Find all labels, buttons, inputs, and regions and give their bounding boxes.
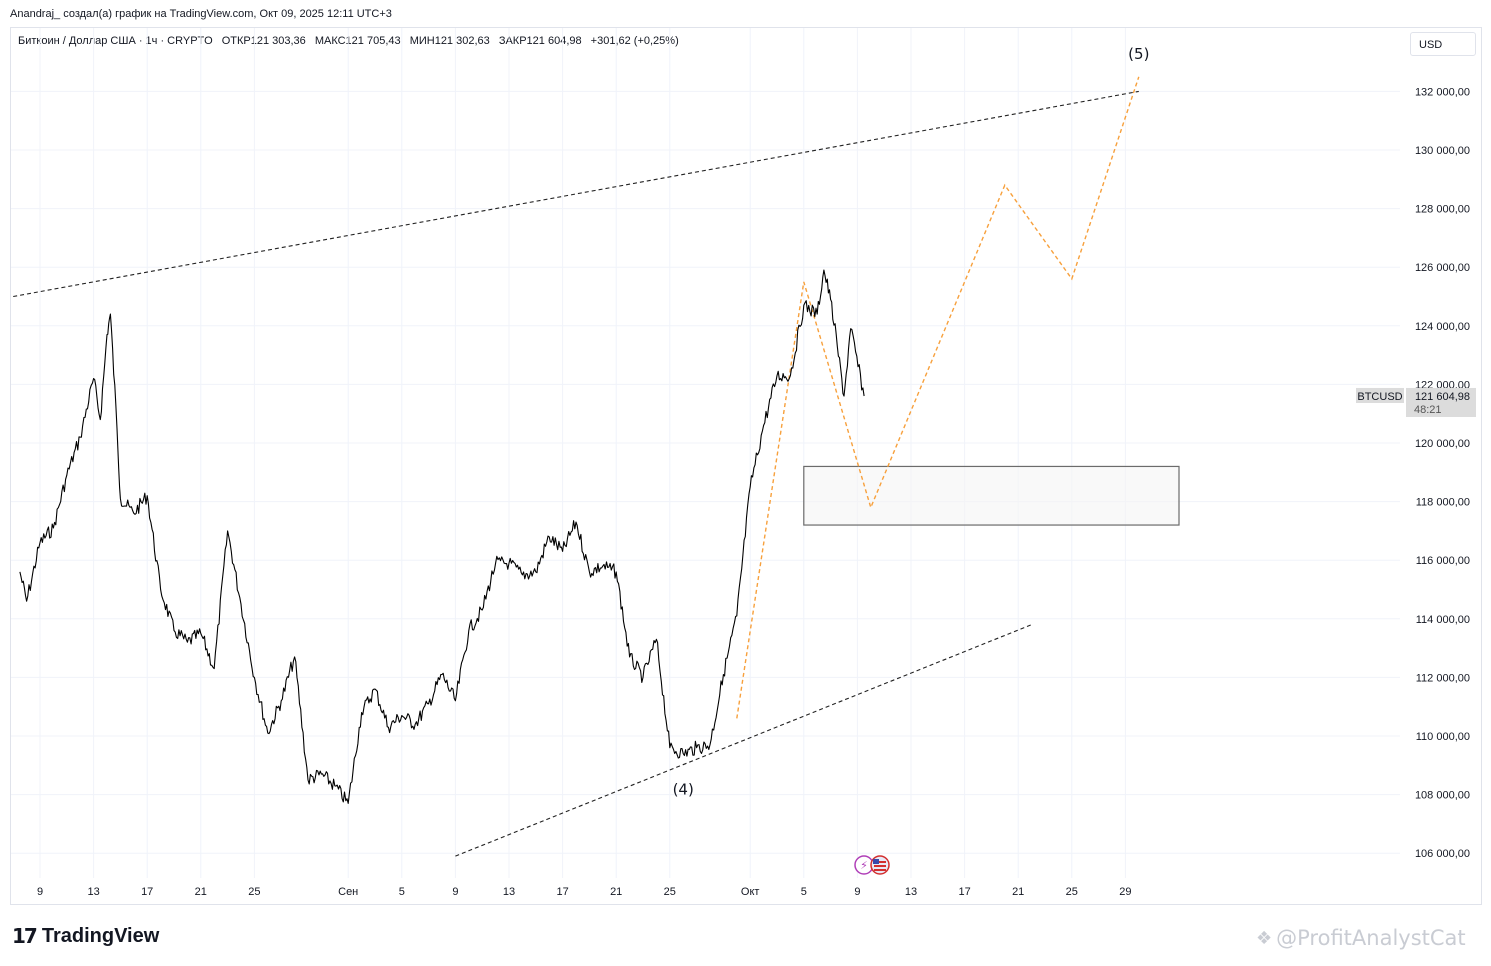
x-tick-label: 25 — [1066, 886, 1078, 898]
projection-layer — [736, 76, 1140, 719]
x-tick-label: 21 — [195, 886, 207, 898]
x-tick-label: 9 — [452, 886, 458, 898]
y-tick-label: 128 000,00 — [1415, 204, 1470, 216]
time-axis: 9 13 17 21 25 Сен 5 9 13 17 21 25 Окт 5 9 13 17 21 25 29 — [37, 886, 1132, 898]
chart-frame — [10, 27, 1482, 905]
low-value: МИН121 302,63 — [409, 35, 490, 47]
symbol-name[interactable]: Биткоин / Доллар США · 1ч · CRYPTO — [18, 35, 213, 47]
high-value: МАКС121 705,43 — [314, 35, 401, 47]
x-tick-label: Сен — [338, 886, 358, 898]
y-tick-label: 130 000,00 — [1415, 145, 1470, 157]
target-zone-layer — [803, 465, 1180, 526]
price-tag-countdown: 48:21 — [1414, 404, 1442, 416]
y-tick-label: 108 000,00 — [1415, 790, 1470, 802]
grid — [11, 28, 1400, 878]
diamond-icon: ❖ — [1256, 927, 1273, 949]
y-tick-label: 110 000,00 — [1416, 731, 1470, 743]
price-tag[interactable] — [1406, 387, 1476, 417]
channel-trendline[interactable] — [455, 624, 1032, 857]
chart-credit: Anandraj_ создал(а) график на TradingVie… — [10, 8, 392, 20]
event-icons: ⚡ — [854, 855, 890, 875]
ticker-tag-label: BTCUSD — [1357, 391, 1402, 403]
x-tick-label: 21 — [610, 886, 622, 898]
y-tick-label: 118 000,00 — [1416, 497, 1470, 509]
wave-projection-line[interactable] — [736, 76, 1140, 719]
watermark: ❖ @ProfitAnalystCat — [1256, 926, 1466, 950]
trendline-layer — [13, 90, 1139, 857]
tv-logo-icon: 17 — [12, 924, 38, 948]
flag-stripe — [874, 861, 886, 863]
wave-label: (4) — [673, 781, 694, 799]
open-value: ОТКР121 303,36 — [221, 35, 306, 47]
price-axis: 106 000,00 108 000,00 110 000,00 112 000,00… — [1415, 86, 1470, 860]
target-zone-box[interactable] — [803, 465, 1180, 526]
price-tag-value: 121 604,98 — [1415, 391, 1470, 403]
wave-label: (5) — [1128, 45, 1149, 63]
y-tick-label: 126 000,00 — [1415, 262, 1470, 274]
x-tick-label: 5 — [801, 886, 807, 898]
tradingview-logo[interactable]: 17 TradingView — [12, 924, 160, 948]
price-line-layer — [19, 269, 865, 804]
x-tick-label: 25 — [248, 886, 260, 898]
x-tick-label: 21 — [1012, 886, 1024, 898]
x-tick-label: 25 — [664, 886, 676, 898]
btc-price-line[interactable] — [19, 269, 865, 804]
flag-stripe — [874, 869, 886, 871]
close-value: ЗАКР121 604,98 — [498, 35, 582, 47]
x-tick-label: 17 — [958, 886, 970, 898]
ticker-tag[interactable] — [1356, 387, 1404, 403]
x-tick-label: 29 — [1119, 886, 1131, 898]
channel-trendline[interactable] — [13, 90, 1139, 298]
x-tick-label: 13 — [905, 886, 917, 898]
flag-stripe — [874, 865, 886, 867]
y-tick-label: 112 000,00 — [1416, 672, 1470, 684]
x-tick-label: 9 — [37, 886, 43, 898]
symbol-info: Биткоин / Доллар США · 1ч · CRYPTO ОТКР1… — [18, 35, 685, 47]
x-tick-label: 9 — [854, 886, 860, 898]
x-tick-label: 17 — [556, 886, 568, 898]
x-tick-label: 5 — [399, 886, 405, 898]
watermark-text: @ProfitAnalystCat — [1276, 926, 1466, 950]
y-tick-label: 114 000,00 — [1416, 614, 1470, 626]
wave-annotation-layer: (4) (5) — [673, 45, 1150, 798]
y-tick-label: 120 000,00 — [1415, 438, 1470, 450]
y-tick-label: 116 000,00 — [1416, 555, 1470, 567]
tv-logo-text: TradingView — [41, 924, 160, 947]
change-value: +301,62 (+0,25%) — [590, 35, 679, 47]
x-tick-label: 13 — [503, 886, 515, 898]
x-tick-label: 13 — [87, 886, 99, 898]
x-tick-label: Окт — [741, 886, 760, 898]
y-tick-label: 106 000,00 — [1415, 848, 1470, 860]
x-tick-label: 17 — [141, 886, 153, 898]
currency-button[interactable]: USD — [1410, 32, 1476, 56]
lightning-glyph: ⚡ — [860, 859, 868, 872]
y-tick-label: 124 000,00 — [1415, 321, 1470, 333]
y-tick-label: 132 000,00 — [1415, 86, 1470, 98]
flag-canton — [873, 859, 879, 864]
